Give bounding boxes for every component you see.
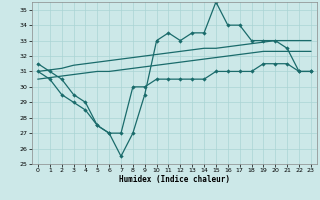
X-axis label: Humidex (Indice chaleur): Humidex (Indice chaleur)	[119, 175, 230, 184]
